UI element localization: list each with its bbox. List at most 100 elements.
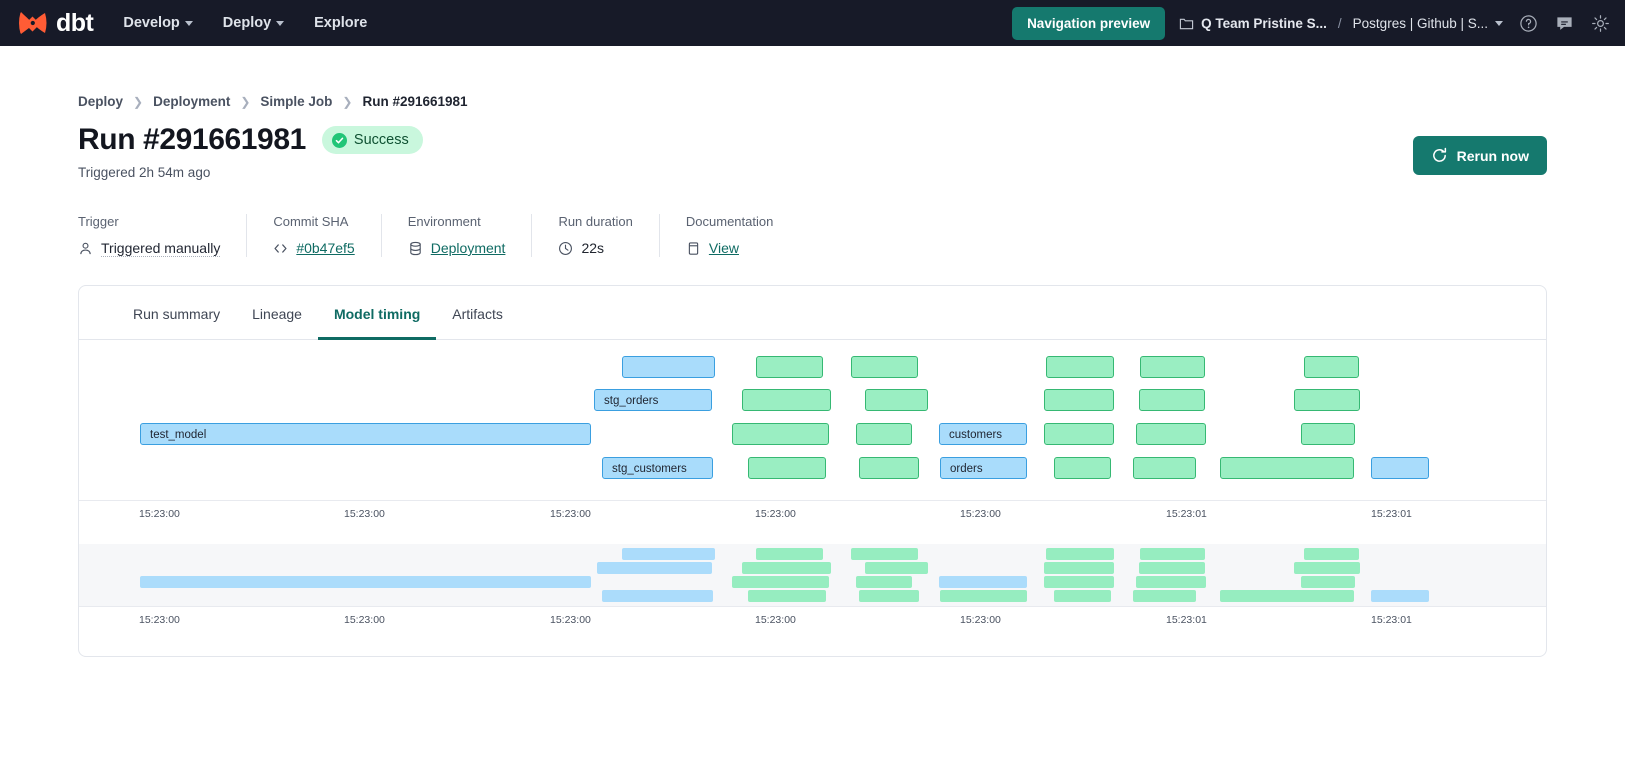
gantt-bar[interactable]: [732, 423, 829, 445]
minimap-bar[interactable]: [851, 548, 918, 560]
minimap-bar[interactable]: [940, 590, 1027, 602]
dbt-mark-icon: [19, 12, 47, 34]
axis-tick-label: 15:23:01: [1166, 508, 1207, 520]
gantt-bottom-axis: 15:23:00 15:23:00 15:23:00 15:23:00 15:23:00…: [79, 606, 1546, 628]
gantt-top-axis: 15:23:00 15:23:00 15:23:00 15:23:00 15:23:00…: [79, 500, 1546, 522]
project-selector[interactable]: Q Team Pristine S... / Postgres | Github…: [1179, 16, 1503, 31]
gantt-bar[interactable]: [1046, 356, 1114, 378]
meta-environment-value[interactable]: Deployment: [430, 240, 506, 256]
tab-model-timing[interactable]: Model timing: [317, 286, 437, 340]
breadcrumb-item-deploy[interactable]: Deploy: [78, 94, 124, 109]
status-badge: Success: [321, 126, 423, 154]
minimap-bar[interactable]: [1139, 562, 1205, 574]
meta-commit-sha-label: Commit SHA: [273, 214, 349, 229]
tab-artifacts[interactable]: Artifacts: [452, 306, 503, 322]
project-name: Q Team Pristine S...: [1201, 15, 1327, 31]
gantt-bar-stg_customers[interactable]: stg_customers: [602, 457, 713, 479]
gantt-bars-area[interactable]: stg_orders test_model customers stg_custome…: [79, 356, 1546, 496]
status-badge-label: Success: [353, 132, 409, 148]
minimap-bar[interactable]: [1371, 590, 1429, 602]
gantt-bar-test_model[interactable]: test_model: [140, 423, 591, 445]
minimap-bar[interactable]: [597, 562, 712, 574]
rerun-now-label: Rerun now: [1456, 147, 1529, 164]
meta-commit-sha-value[interactable]: #0b47ef5: [296, 240, 355, 256]
meta-documentation-value[interactable]: View: [708, 240, 739, 256]
minimap-bar[interactable]: [939, 576, 1027, 588]
help-icon[interactable]: [1517, 12, 1539, 34]
gantt-bar[interactable]: [622, 356, 715, 378]
minimap-bar[interactable]: [1133, 590, 1196, 602]
minimap-bar[interactable]: [1294, 562, 1360, 574]
gantt-bar[interactable]: [1371, 457, 1429, 479]
minimap-bar[interactable]: [1220, 590, 1354, 602]
axis-tick-label: 15:23:00: [550, 508, 591, 520]
minimap-bar[interactable]: [1140, 548, 1205, 560]
nav-item-explore[interactable]: Explore: [312, 11, 369, 35]
nav-item-develop-label: Develop: [123, 15, 180, 31]
minimap-bar[interactable]: [1044, 562, 1114, 574]
gantt-bar-customers[interactable]: customers: [939, 423, 1027, 445]
axis-tick-label: 15:23:00: [344, 508, 385, 520]
axis-tick-label: 15:23:00: [960, 508, 1001, 520]
breadcrumb-separator-icon: ❯: [133, 94, 144, 109]
tab-lineage[interactable]: Lineage: [252, 306, 302, 322]
minimap-bar[interactable]: [140, 576, 591, 588]
meta-documentation-label: Documentation: [685, 214, 774, 229]
minimap-bar[interactable]: [1301, 576, 1355, 588]
gantt-bar[interactable]: [851, 356, 918, 378]
gantt-bar[interactable]: [1140, 356, 1205, 378]
minimap-bar[interactable]: [856, 576, 912, 588]
breadcrumb: Deploy ❯ Deployment ❯ Simple Job ❯ Run #…: [78, 46, 1547, 109]
minimap-bar[interactable]: [756, 548, 823, 560]
minimap-bar[interactable]: [1046, 548, 1114, 560]
minimap-bar[interactable]: [1054, 590, 1111, 602]
gantt-minimap[interactable]: [79, 544, 1546, 606]
gantt-bar[interactable]: [1133, 457, 1196, 479]
minimap-bar[interactable]: [859, 590, 919, 602]
breadcrumb-item-simple-job[interactable]: Simple Job: [260, 94, 333, 109]
gantt-bar[interactable]: [1294, 389, 1360, 411]
gantt-bar[interactable]: [1054, 457, 1111, 479]
gantt-bar[interactable]: [1136, 423, 1206, 445]
minimap-bar[interactable]: [748, 590, 826, 602]
gantt-bar[interactable]: [1301, 423, 1355, 445]
minimap-bar[interactable]: [1136, 576, 1206, 588]
gantt-bar[interactable]: [865, 389, 928, 411]
feedback-icon[interactable]: [1553, 12, 1575, 34]
minimap-bar[interactable]: [732, 576, 829, 588]
gear-icon[interactable]: [1589, 12, 1611, 34]
gantt-bar[interactable]: [1044, 389, 1114, 411]
navigation-preview-button[interactable]: Navigation preview: [1012, 6, 1166, 40]
meta-run-duration: Run duration 22s: [558, 214, 660, 257]
gantt-bar[interactable]: [1220, 457, 1354, 479]
minimap-bar[interactable]: [1304, 548, 1359, 560]
dbt-logo[interactable]: dbt: [18, 8, 94, 37]
minimap-bar[interactable]: [622, 548, 715, 560]
tab-run-summary[interactable]: Run summary: [133, 306, 221, 322]
axis-tick-label: 15:23:00: [960, 614, 1001, 626]
gantt-bar[interactable]: [742, 389, 831, 411]
brand-wordmark: dbt: [56, 8, 94, 37]
minimap-bar[interactable]: [602, 590, 713, 602]
nav-item-develop[interactable]: Develop: [121, 11, 194, 35]
nav-item-deploy[interactable]: Deploy: [221, 11, 286, 35]
gantt-bar[interactable]: [856, 423, 912, 445]
run-detail-card: Run summary Lineage Model timing Artifac…: [78, 285, 1547, 657]
gantt-bar[interactable]: [859, 457, 919, 479]
gantt-bar-stg_orders[interactable]: stg_orders: [594, 389, 712, 411]
nav-right-group: Navigation preview Q Team Pristine S... …: [1012, 6, 1611, 40]
minimap-bar[interactable]: [742, 562, 831, 574]
minimap-bar[interactable]: [1044, 576, 1114, 588]
minimap-bar[interactable]: [865, 562, 928, 574]
database-icon: [409, 241, 421, 255]
gantt-bar[interactable]: [1304, 356, 1359, 378]
gantt-bar[interactable]: [756, 356, 823, 378]
gantt-bar[interactable]: [1139, 389, 1205, 411]
rerun-now-button[interactable]: Rerun now: [1412, 136, 1547, 175]
axis-tick-label: 15:23:01: [1166, 614, 1207, 626]
breadcrumb-item-deployment[interactable]: Deployment: [153, 94, 231, 109]
gantt-bar[interactable]: [1044, 423, 1114, 445]
gantt-bar[interactable]: [748, 457, 826, 479]
gantt-bar-orders[interactable]: orders: [940, 457, 1027, 479]
breadcrumb-separator-icon: ❯: [342, 94, 353, 109]
